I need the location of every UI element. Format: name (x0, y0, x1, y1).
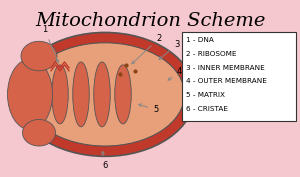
Ellipse shape (26, 43, 184, 146)
Ellipse shape (21, 41, 57, 71)
Text: 1: 1 (42, 25, 59, 63)
Text: 4 - OUTER MEMBRANE: 4 - OUTER MEMBRANE (186, 78, 267, 84)
Text: 6 - CRISTAE: 6 - CRISTAE (186, 106, 228, 112)
Text: 5 - MATRIX: 5 - MATRIX (186, 92, 225, 98)
Text: 2: 2 (132, 34, 161, 64)
Text: 5: 5 (139, 104, 158, 114)
Ellipse shape (15, 32, 195, 156)
FancyBboxPatch shape (182, 32, 296, 121)
Text: 3: 3 (159, 40, 179, 59)
Text: 2 - RIBOSOME: 2 - RIBOSOME (186, 51, 236, 57)
Ellipse shape (52, 65, 68, 124)
Text: 4: 4 (168, 67, 182, 80)
Ellipse shape (115, 65, 131, 124)
Text: 6: 6 (102, 151, 107, 170)
Ellipse shape (8, 59, 52, 130)
Text: 1 - DNA: 1 - DNA (186, 37, 214, 43)
Ellipse shape (94, 62, 110, 127)
Text: Mitochondrion Scheme: Mitochondrion Scheme (35, 12, 265, 30)
Text: 3 - INNER MEMBRANE: 3 - INNER MEMBRANE (186, 65, 265, 71)
Ellipse shape (22, 119, 56, 146)
Ellipse shape (73, 62, 89, 127)
